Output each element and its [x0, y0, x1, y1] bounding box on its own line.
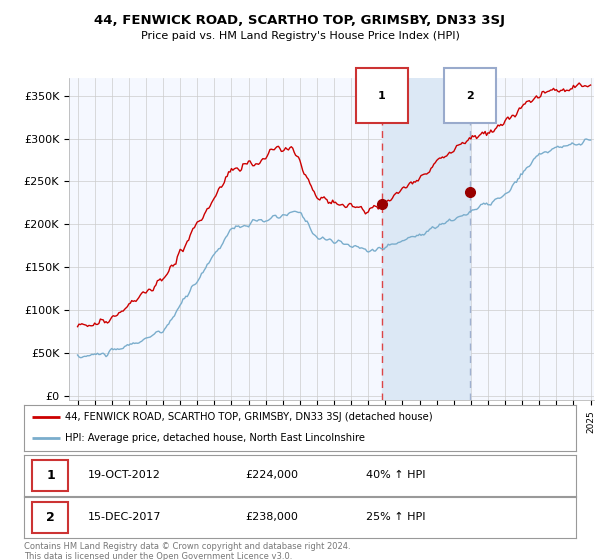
- Text: Price paid vs. HM Land Registry's House Price Index (HPI): Price paid vs. HM Land Registry's House …: [140, 31, 460, 41]
- Text: 2: 2: [466, 91, 474, 101]
- Text: 1: 1: [378, 91, 386, 101]
- Text: HPI: Average price, detached house, North East Lincolnshire: HPI: Average price, detached house, Nort…: [65, 433, 365, 444]
- Text: 40% ↑ HPI: 40% ↑ HPI: [366, 470, 426, 480]
- Text: Contains HM Land Registry data © Crown copyright and database right 2024.
This d: Contains HM Land Registry data © Crown c…: [24, 542, 350, 560]
- Text: 15-DEC-2017: 15-DEC-2017: [88, 512, 161, 522]
- Text: 44, FENWICK ROAD, SCARTHO TOP, GRIMSBY, DN33 3SJ: 44, FENWICK ROAD, SCARTHO TOP, GRIMSBY, …: [95, 14, 505, 27]
- Text: 2: 2: [46, 511, 55, 524]
- Bar: [32, 502, 68, 533]
- Bar: [382, 78, 470, 400]
- Text: 25% ↑ HPI: 25% ↑ HPI: [366, 512, 426, 522]
- Text: £224,000: £224,000: [245, 470, 298, 480]
- Text: 1: 1: [46, 469, 55, 482]
- Text: 19-OCT-2012: 19-OCT-2012: [88, 470, 160, 480]
- Bar: [32, 460, 68, 491]
- Text: 44, FENWICK ROAD, SCARTHO TOP, GRIMSBY, DN33 3SJ (detached house): 44, FENWICK ROAD, SCARTHO TOP, GRIMSBY, …: [65, 412, 433, 422]
- Text: £238,000: £238,000: [245, 512, 298, 522]
